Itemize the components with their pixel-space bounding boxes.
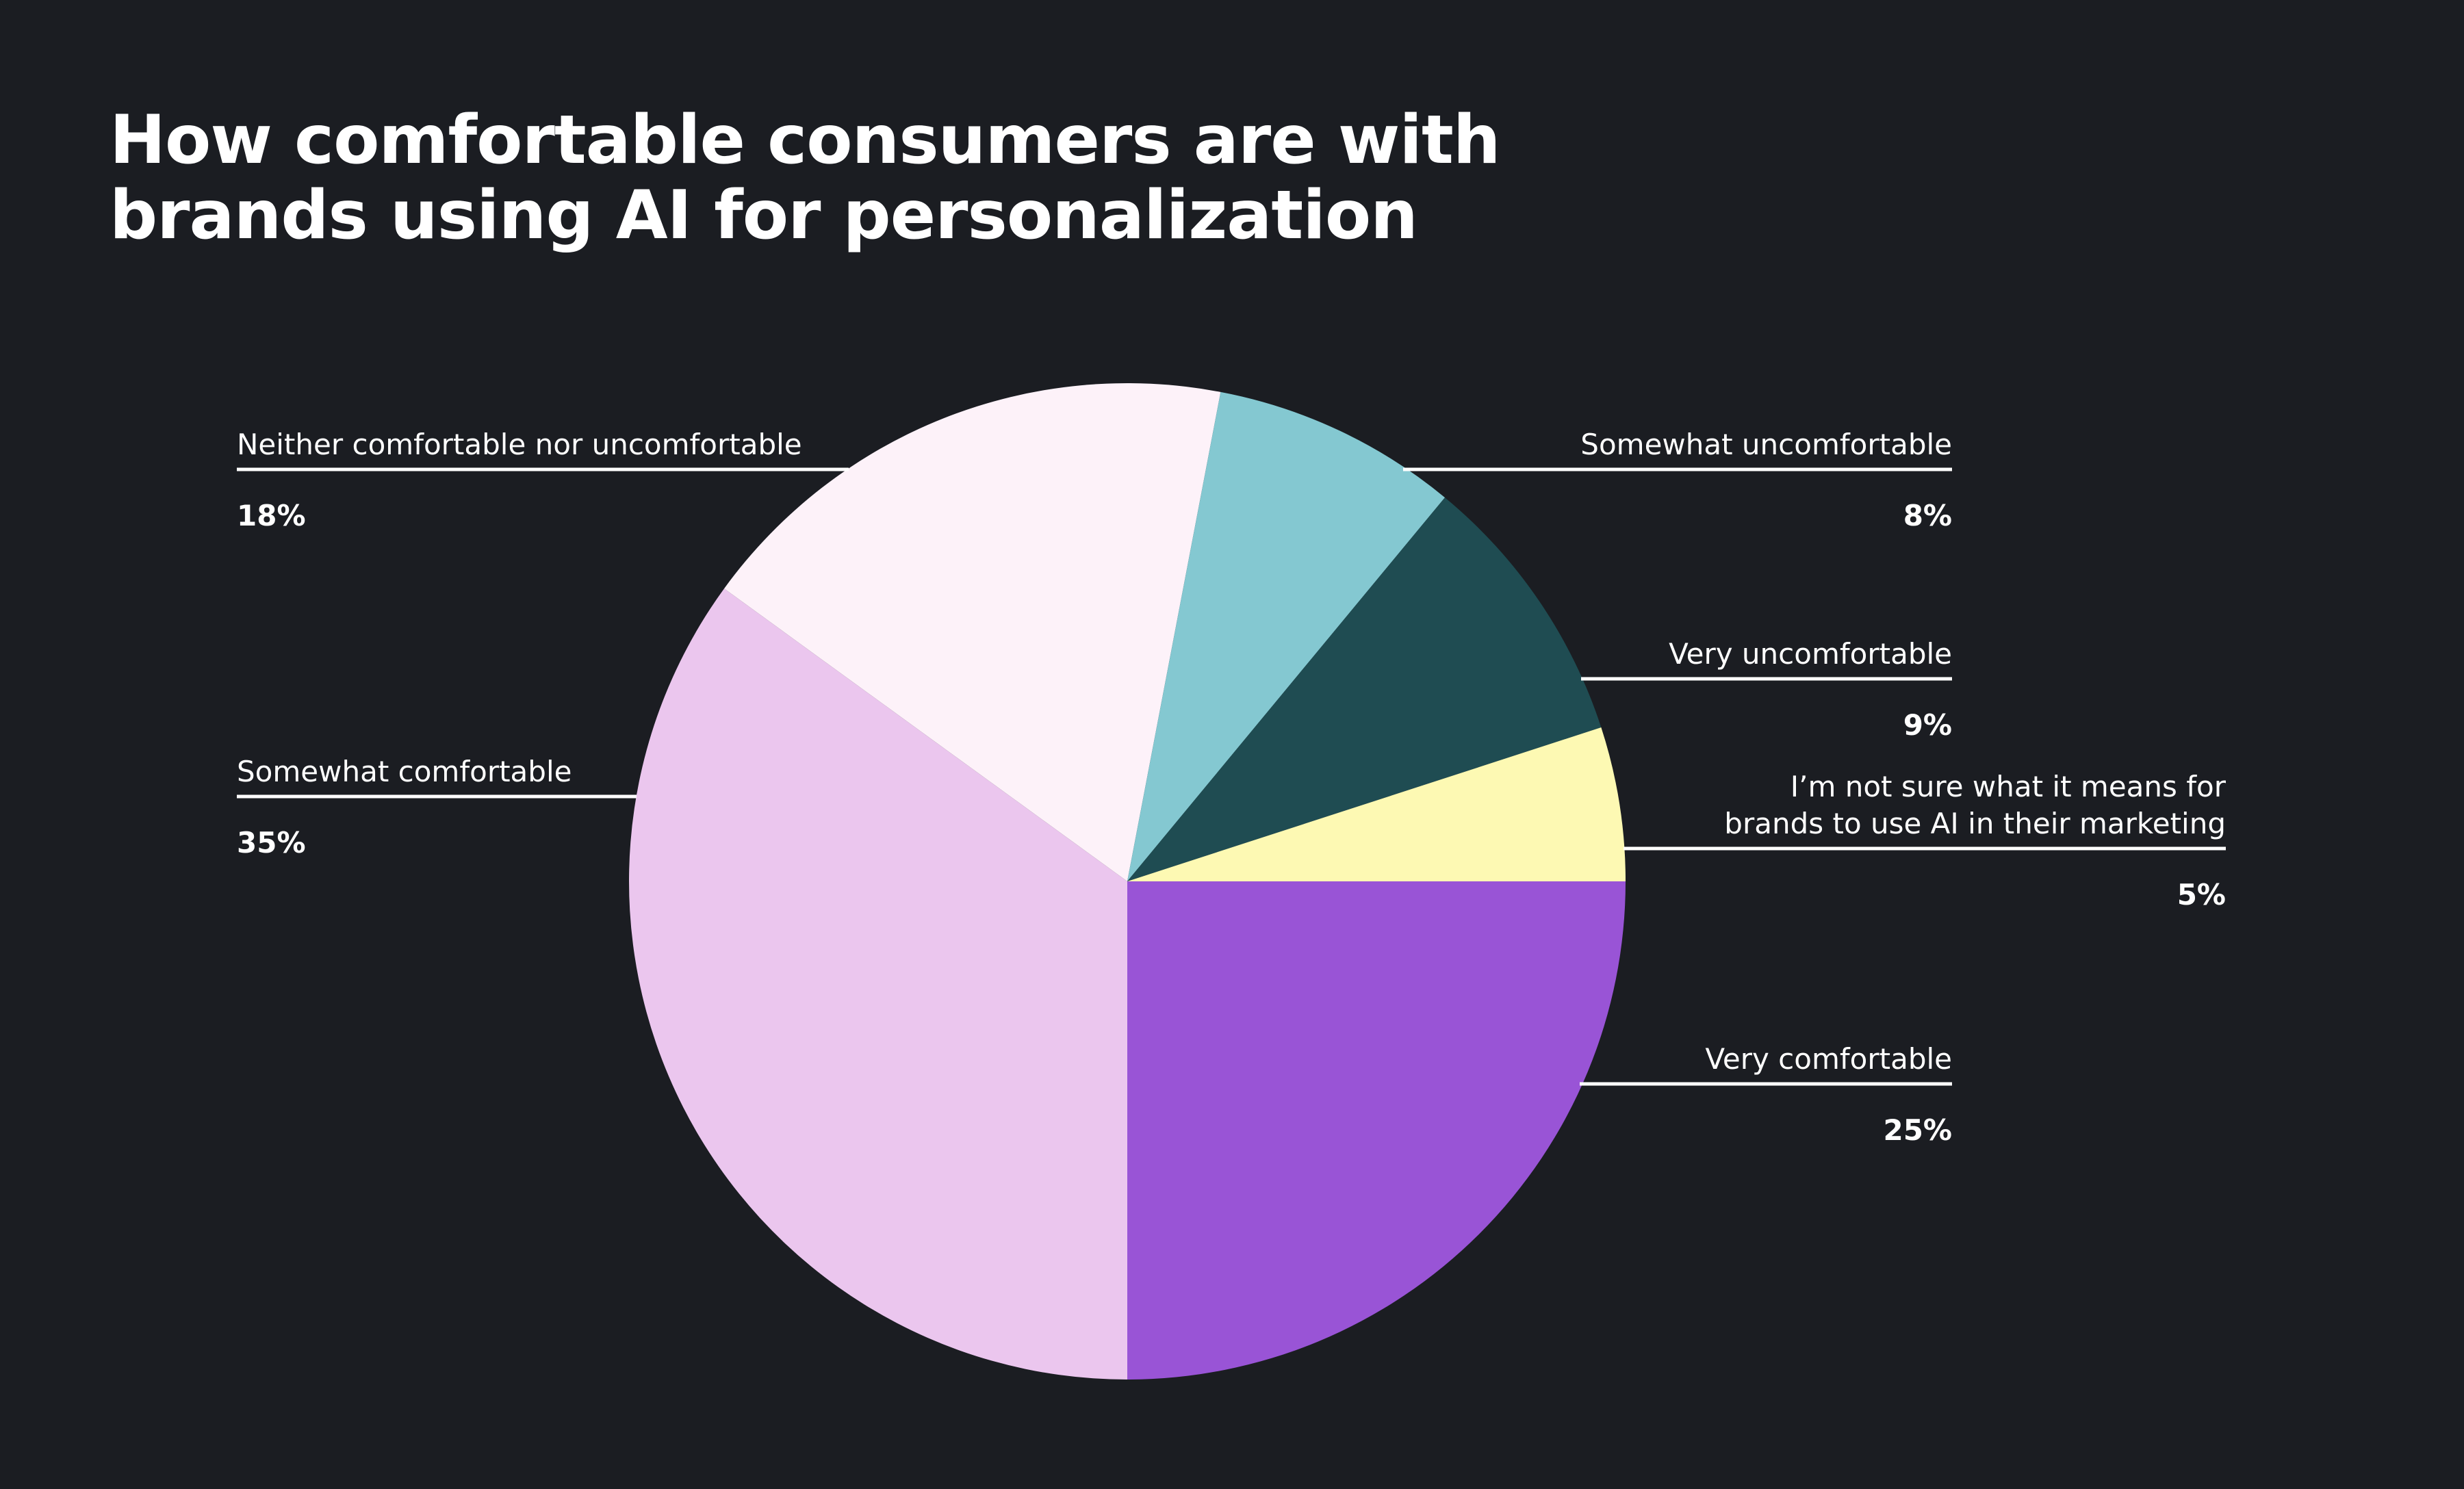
- slice-value-label: 5%: [2177, 878, 2226, 911]
- slice-label-somewhat-uncomfortable: Somewhat uncomfortable 8%: [1403, 428, 1952, 532]
- chart-title-line-1: How comfortable consumers are with: [110, 101, 1501, 179]
- slice-label-i-m-not-sure-what-it-means-for-brands-to-use-ai-in-their-marketing: I’m not sure what it means for brands to …: [1624, 770, 2226, 911]
- pie-slice-somewhat-comfortable: [629, 588, 1127, 1380]
- slice-label-very-uncomfortable: Very uncomfortable 9%: [1581, 637, 1952, 742]
- slice-label-neither-comfortable-nor-uncomfortable: Neither comfortable nor uncomfortable 18%: [237, 428, 849, 532]
- slice-value-label: 25%: [1883, 1113, 1952, 1147]
- slice-label-text: Somewhat comfortable: [237, 755, 572, 788]
- pie-slice-i-m-not-sure-what-it-means-for-brands-to-use-ai-in-their-marketing: [1127, 727, 1626, 881]
- slice-label-somewhat-comfortable: Somewhat comfortable 35%: [237, 755, 637, 859]
- slice-label-text: Very comfortable: [1705, 1042, 1952, 1076]
- chart-title: How comfortable consumers are with brand…: [110, 103, 1752, 253]
- slice-value-label: 9%: [1903, 708, 1952, 742]
- slice-label-very-comfortable: Very comfortable 25%: [1580, 1042, 1952, 1147]
- pie-slice-neither-comfortable-nor-uncomfortable: [724, 383, 1221, 881]
- slice-label-text: Neither comfortable nor uncomfortable: [237, 428, 802, 461]
- slice-value-label: 18%: [237, 499, 306, 532]
- slice-value-label: 35%: [237, 826, 306, 859]
- slice-label-text: I’m not sure what it means for: [1791, 770, 2226, 803]
- slice-label-text: Somewhat uncomfortable: [1580, 428, 1952, 461]
- pie-slice-very-comfortable: [1127, 881, 1626, 1380]
- slice-label-text: Very uncomfortable: [1669, 637, 1952, 671]
- pie-slice-somewhat-uncomfortable: [1127, 391, 1446, 881]
- slice-value-label: 8%: [1903, 499, 1952, 532]
- chart-title-line-2: brands using AI for personalization: [110, 177, 1418, 255]
- pie-slice-very-uncomfortable: [1127, 497, 1602, 881]
- slice-label-text: brands to use AI in their marketing: [1724, 807, 2226, 840]
